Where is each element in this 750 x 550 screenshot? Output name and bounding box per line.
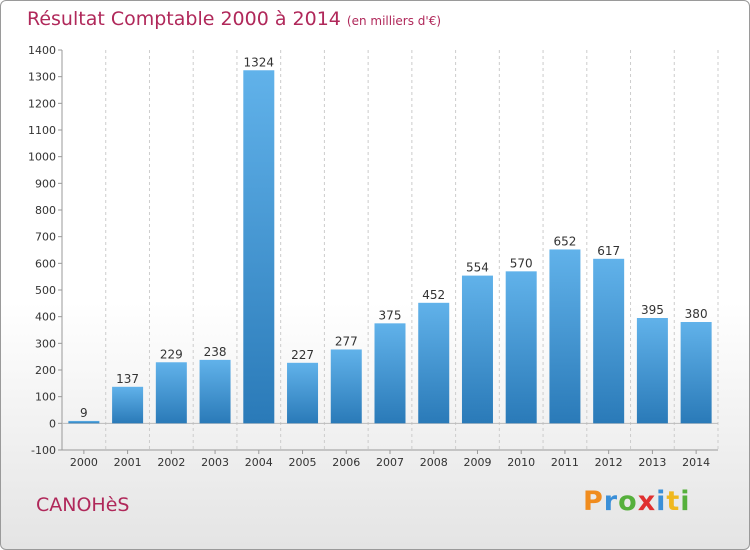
x-tick-label-2000: 2000 (70, 456, 98, 469)
proxiti-logo: Proxiti (583, 486, 691, 517)
chart-title-text: Résultat Comptable 2000 à 2014 (27, 8, 341, 30)
chart-subtitle: (en milliers d'€) (346, 14, 442, 28)
bar-layer (68, 70, 712, 424)
y-tick-label: 1000 (28, 151, 56, 164)
data-label-2010: 570 (510, 256, 533, 270)
y-tick-label: 100 (35, 391, 56, 404)
bar-2009 (461, 275, 493, 424)
x-tick-label-2003: 2003 (201, 456, 229, 469)
grid-layer (61, 50, 719, 450)
x-tick-label-2008: 2008 (420, 456, 448, 469)
y-tick-label: 1200 (28, 97, 56, 110)
y-tick-label: 500 (35, 284, 56, 297)
data-label-2001: 137 (116, 372, 139, 386)
data-label-2000: 9 (80, 406, 88, 420)
label-layer: 9 137 229 238 1324 227 277 375 452 554 570 652 617 39… (80, 55, 708, 420)
x-tick-label-2012: 2012 (595, 456, 623, 469)
data-label-2013: 395 (641, 303, 664, 317)
data-label-2009: 554 (466, 261, 489, 275)
logo-letter: P (583, 486, 604, 517)
x-tick-label-2013: 2013 (638, 456, 666, 469)
x-tick-label-2002: 2002 (157, 456, 185, 469)
data-label-2005: 227 (291, 348, 314, 362)
x-tick-label-2006: 2006 (332, 456, 360, 469)
x-tick-label-2009: 2009 (463, 456, 491, 469)
data-label-2014: 380 (685, 307, 708, 321)
data-label-2006: 277 (335, 334, 358, 348)
logo-letter: t (666, 486, 681, 517)
bar-2000 (68, 420, 100, 424)
y-tick-label: 200 (35, 364, 56, 377)
data-label-2003: 238 (204, 345, 227, 359)
x-tick-label-2007: 2007 (376, 456, 404, 469)
data-label-2002: 229 (160, 347, 183, 361)
bar-2013 (636, 318, 668, 424)
x-tick-label-2004: 2004 (245, 456, 273, 469)
data-label-2011: 652 (553, 234, 576, 248)
bar-2008 (418, 302, 450, 424)
y-tick-label: 1400 (28, 44, 56, 57)
chart-title: Résultat Comptable 2000 à 2014 (en millie… (27, 8, 441, 30)
data-label-2012: 617 (597, 244, 620, 258)
x-tick-label-2014: 2014 (682, 456, 710, 469)
bar-2004 (243, 70, 275, 424)
data-label-2008: 452 (422, 288, 445, 302)
bar-2002 (155, 362, 187, 424)
y-tick-label: 0 (49, 417, 56, 430)
y-tick-label: -100 (31, 444, 56, 457)
x-tick-label-2001: 2001 (114, 456, 142, 469)
town-name: CANOHèS (36, 494, 130, 516)
logo-letter: i (656, 486, 667, 517)
logo-letter: r (603, 486, 619, 517)
axis-layer: -100 0 100 200 300 400 500 600 700 800 900 1000 1100… (28, 44, 718, 469)
data-label-2007: 375 (379, 308, 402, 322)
bar-2010 (505, 271, 537, 424)
bar-2012 (593, 258, 625, 424)
x-tick-label-2010: 2010 (507, 456, 535, 469)
y-tick-label: 400 (35, 311, 56, 324)
y-tick-label: 300 (35, 337, 56, 350)
y-tick-label: 800 (35, 204, 56, 217)
y-tick-label: 1100 (28, 124, 56, 137)
bar-2007 (374, 323, 406, 424)
bar-2003 (199, 359, 231, 424)
logo-letter: i (680, 486, 691, 517)
y-tick-label: 1300 (28, 71, 56, 84)
x-tick-label-2011: 2011 (551, 456, 579, 469)
y-tick-label: 700 (35, 231, 56, 244)
logo-letter: x (637, 486, 657, 517)
x-tick-label-2005: 2005 (289, 456, 317, 469)
bar-2001 (112, 386, 144, 424)
logo-letter: o (618, 486, 638, 517)
bar-2014 (680, 322, 712, 424)
bar-2006 (330, 349, 362, 424)
y-tick-label: 600 (35, 257, 56, 270)
y-tick-label: 900 (35, 177, 56, 190)
bar-2005 (287, 362, 319, 424)
bar-2011 (549, 249, 581, 424)
data-label-2004: 1324 (244, 55, 275, 69)
